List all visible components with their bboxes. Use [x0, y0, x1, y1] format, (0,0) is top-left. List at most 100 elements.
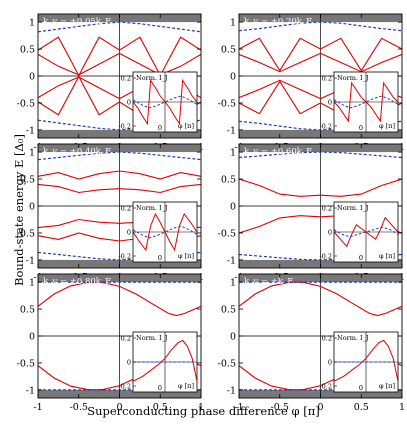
inset: 0.2 0 -0.2 0 Norm. I_J φ [π]	[319, 201, 399, 263]
andreev-level-line	[38, 281, 201, 317]
panel-label: k_y = ±0.20k_F	[244, 17, 312, 27]
y-tick-label: 1	[29, 148, 35, 159]
inset-series-group	[133, 212, 197, 252]
y-tick-label: -1	[26, 255, 35, 266]
panel-label: k_y = ±k_F	[244, 277, 293, 287]
x-tick-label: 0	[317, 402, 323, 413]
figure-y-label: Bound-state energy E [Δ₀]	[12, 134, 26, 286]
inset-y-label: Norm. I_J	[337, 334, 369, 342]
inset-y-label: Norm. I_J	[136, 204, 168, 212]
inset-y-label: Norm. I_J	[337, 204, 369, 212]
panel-label: k_y = ±0.80k_F	[43, 277, 111, 287]
inset-y-tick-label: -0.2	[118, 123, 131, 131]
panel-5: -1 -0.5 0 0.5 1-1-0.500.51 k_y = ±0.80k_F0.20…	[17, 273, 204, 413]
inset-current-line	[334, 81, 398, 123]
inset-y-tick-label: 0	[328, 359, 332, 367]
inset-x-label: φ [π]	[379, 382, 395, 390]
inset-y-tick-label: 0	[127, 99, 131, 107]
inset-y-tick-label: -0.2	[319, 253, 332, 261]
y-tick-label: -1	[227, 125, 236, 136]
y-tick-label: 1	[29, 278, 35, 289]
andreev-level-line	[38, 170, 201, 180]
inset-y-tick-label: 0	[127, 359, 131, 367]
y-tick-label: 1	[230, 278, 236, 289]
inset-series-group	[334, 339, 398, 382]
inset: 0.2 0 -0.2 0 Norm. I_J φ [π]	[118, 331, 198, 393]
inset: 0.2 0 -0.2 0 Norm. I_J φ [π]	[118, 201, 198, 263]
y-tick-label: 1	[230, 148, 236, 159]
inset-x-tick-label: 0	[359, 384, 363, 392]
x-tick-label: -0.5	[271, 402, 289, 413]
andreev-level-line	[239, 52, 402, 73]
inset-y-tick-label: 0.2	[322, 335, 332, 343]
inset-y-tick-label: 0.2	[322, 75, 332, 83]
inset-y-tick-label: 0	[328, 99, 332, 107]
inset-y-label: Norm. I_J	[136, 74, 168, 82]
andreev-level-line	[239, 178, 402, 197]
inset-y-label: Norm. I_J	[337, 74, 369, 82]
inset-y-label: Norm. I_J	[136, 334, 168, 342]
y-tick-label: -0.5	[218, 228, 236, 239]
y-tick-label: 0.5	[20, 45, 35, 56]
panel-1: -1-0.500.51-1-0.500.51k_y = ±0.05k_F0.20…	[17, 13, 204, 153]
panel-6: -1 -0.5 0 0.5 1 -1 -0.5 0 0.5 1 k_y = ±k_F 0.2 0 -0.2…	[218, 273, 405, 413]
panel-4: -1-0.500.51-1-0.500.51k_y = ±0.60k_F0.20…	[218, 143, 405, 283]
y-tick-label: 0	[230, 72, 236, 83]
inset-current-line	[334, 216, 398, 248]
inset-x-label: φ [π]	[379, 252, 395, 260]
inset-y-tick-label: -0.2	[319, 383, 332, 391]
figure-x-label: Superconducting phase difference φ [π]	[87, 404, 320, 418]
y-tick-label: 0	[230, 332, 236, 343]
panel-label: k_y = ±0.40k_F	[43, 147, 111, 157]
inset-y-tick-label: -0.2	[319, 123, 332, 131]
y-tick-label: 0.5	[20, 175, 35, 186]
y-tick-label: 1	[230, 18, 236, 29]
continuum-edge-line	[239, 151, 402, 159]
inset-y-tick-label: -0.2	[118, 383, 131, 391]
y-tick-label: -1	[26, 125, 35, 136]
inset-current-line	[334, 339, 398, 382]
y-tick-label: 0	[29, 332, 35, 343]
x-tick-label: 0.5	[354, 402, 369, 413]
x-tick-label: -1	[234, 402, 243, 413]
y-tick-label: -1	[227, 255, 236, 266]
inset-y-tick-label: 0.2	[322, 205, 332, 213]
y-tick-label: 0	[29, 72, 35, 83]
inset-x-label: φ [π]	[379, 122, 395, 130]
inset-x-tick-label: 0	[158, 254, 162, 262]
andreev-level-line	[38, 52, 201, 76]
inset-x-tick-label: 0	[359, 254, 363, 262]
inset: 0.2 0 -0.2 0 Norm. I_J φ [π]	[319, 71, 399, 133]
inset-y-tick-label: 0.2	[121, 335, 131, 343]
continuum-edge-line	[239, 21, 402, 32]
y-tick-label: 0	[230, 202, 236, 213]
y-tick-label: 0.5	[221, 45, 236, 56]
inset-y-tick-label: 0.2	[121, 75, 131, 83]
inset-current-line	[133, 78, 197, 126]
y-tick-label: -0.5	[218, 98, 236, 109]
inset-series-group	[133, 78, 197, 126]
inset-y-tick-label: 0	[127, 229, 131, 237]
inset-x-tick-label: 0	[158, 124, 162, 132]
inset-x-label: φ [π]	[178, 252, 194, 260]
panel-label: k_y = ±0.60k_F	[244, 147, 312, 157]
inset: 0.2 0 -0.2 0 Norm. I_J φ [π]	[319, 331, 399, 393]
y-tick-label: 0.5	[221, 175, 236, 186]
andreev-level-line	[38, 183, 201, 194]
y-tick-label: 0.5	[20, 305, 35, 316]
y-tick-label: -1	[26, 385, 35, 396]
inset-series-group	[334, 81, 398, 123]
inset-x-label: φ [π]	[178, 122, 194, 130]
x-tick-label: -1	[33, 402, 42, 413]
inset-series-group	[133, 339, 197, 382]
y-tick-label: -1	[227, 385, 236, 396]
inset: 0.2 0 -0.2 0 Norm. I_J φ [π]	[118, 71, 198, 133]
inset-x-label: φ [π]	[178, 382, 194, 390]
panel-label: k_y = ±0.05k_F	[43, 17, 111, 27]
inset-series-group	[334, 216, 398, 248]
x-tick-label: -0.5	[70, 402, 88, 413]
inset-current-line	[133, 339, 197, 382]
continuum-edge-line	[38, 151, 201, 161]
inset-current-line	[133, 212, 197, 252]
